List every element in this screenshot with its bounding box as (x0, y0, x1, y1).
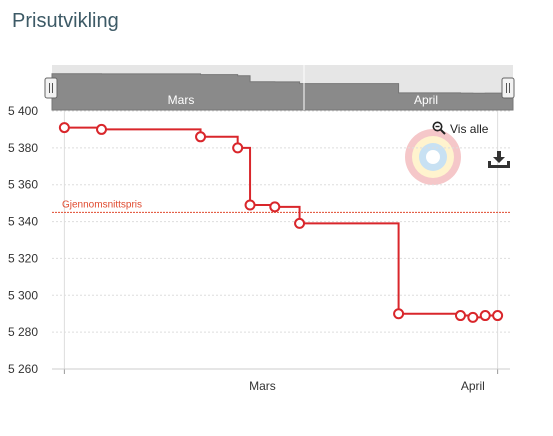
page-title: Prisutvikling (12, 10, 119, 32)
x-axis: Mars April (52, 368, 510, 393)
plot-background-watermark (405, 129, 461, 185)
average-line: Gjennomsnittspris (52, 199, 510, 213)
navigator-label-april: April (414, 93, 438, 107)
price-point[interactable] (96, 123, 108, 135)
y-tick-label: 5 340 (8, 215, 38, 229)
y-tick-label: 5 280 (8, 325, 38, 339)
show-all-button[interactable]: Vis alle (432, 121, 488, 136)
price-point[interactable] (195, 131, 207, 143)
price-point[interactable] (492, 310, 504, 322)
price-point[interactable] (269, 201, 281, 213)
average-price-label: Gjennomsnittspris (62, 199, 142, 210)
navigator-area (51, 73, 514, 111)
navigator-label-mars: Mars (168, 93, 195, 107)
show-all-label: Vis alle (450, 122, 489, 136)
y-tick-label: 5 380 (8, 141, 38, 155)
navigator-series-area (51, 73, 514, 111)
price-point[interactable] (454, 310, 466, 322)
price-point[interactable] (232, 142, 244, 154)
zoom-out-icon (432, 121, 446, 135)
price-point[interactable] (244, 199, 256, 211)
price-point[interactable] (294, 217, 306, 229)
y-tick-label: 5 260 (8, 362, 38, 376)
download-icon[interactable] (487, 150, 511, 168)
y-axis: 5 260 5 280 5 300 5 320 5 340 5 360 5 380 5 400 (8, 104, 38, 376)
navigator-handle-right[interactable] (501, 77, 515, 99)
price-point[interactable] (393, 308, 405, 320)
price-point[interactable] (479, 310, 491, 322)
y-tick-label: 5 360 (8, 178, 38, 192)
y-tick-label: 5 320 (8, 251, 38, 265)
x-tick-label: April (461, 379, 485, 393)
price-point[interactable] (467, 311, 479, 323)
navigator-handle-left[interactable] (44, 77, 58, 99)
price-series (58, 122, 504, 323)
y-tick-label: 5 400 (8, 104, 38, 118)
x-tick-label: Mars (249, 379, 276, 393)
price-point[interactable] (58, 122, 70, 134)
y-tick-label: 5 300 (8, 288, 38, 302)
